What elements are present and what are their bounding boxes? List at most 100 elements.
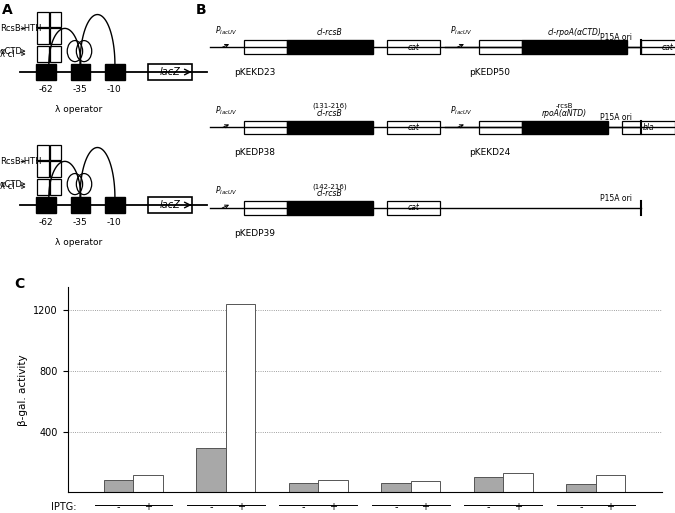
Text: λ cl: λ cl — [0, 50, 15, 58]
Text: λ operator: λ operator — [55, 105, 103, 113]
Bar — [319, 480, 348, 492]
Text: IPTG:: IPTG: — [51, 502, 76, 512]
Text: rpoA(αNTD): rpoA(αNTD) — [542, 109, 587, 117]
Text: -: - — [394, 502, 398, 512]
Text: cat: cat — [408, 203, 420, 212]
Text: -: - — [302, 502, 305, 512]
Bar — [287, 121, 373, 134]
Bar — [479, 40, 522, 54]
Bar — [36, 65, 55, 80]
Text: P$_{lacUV}$: P$_{lacUV}$ — [450, 24, 472, 36]
Bar — [37, 28, 49, 44]
Text: lacZ: lacZ — [160, 67, 180, 77]
Bar — [37, 162, 49, 176]
Text: αCTD: αCTD — [0, 47, 23, 55]
Text: +: + — [514, 502, 522, 512]
Bar — [474, 477, 503, 492]
Bar — [244, 121, 287, 134]
Bar — [381, 483, 410, 492]
Text: pKEDP38: pKEDP38 — [234, 148, 275, 157]
Bar — [244, 201, 287, 214]
Bar — [287, 201, 373, 214]
Bar — [50, 162, 61, 176]
Text: +: + — [237, 502, 244, 512]
Text: P$_{lacUV}$: P$_{lacUV}$ — [450, 105, 472, 117]
Text: (142-216): (142-216) — [313, 183, 347, 190]
Bar — [50, 12, 61, 27]
Bar — [104, 480, 134, 492]
Text: -rcsB: -rcsB — [556, 104, 574, 109]
Text: P15A ori: P15A ori — [600, 194, 632, 203]
Bar — [479, 121, 522, 134]
Text: -62: -62 — [38, 85, 53, 94]
Bar — [148, 65, 192, 80]
Bar — [196, 448, 226, 492]
Bar — [595, 475, 625, 492]
Text: A: A — [2, 3, 13, 17]
Bar — [134, 475, 163, 492]
Text: αCTD: αCTD — [0, 180, 23, 189]
Bar — [71, 65, 90, 80]
Text: (131-216): (131-216) — [313, 103, 348, 109]
Bar — [522, 121, 608, 134]
Text: +: + — [421, 502, 429, 512]
Text: -35: -35 — [73, 218, 87, 227]
Bar — [387, 121, 440, 134]
Text: pKEKD24: pKEKD24 — [469, 148, 510, 157]
Bar — [622, 121, 675, 134]
Bar — [37, 145, 49, 160]
Text: cat: cat — [408, 43, 420, 52]
Text: B: B — [196, 3, 207, 17]
Bar — [566, 484, 595, 492]
Bar — [387, 201, 440, 214]
Text: -: - — [579, 502, 583, 512]
Bar — [522, 40, 627, 54]
Text: cl-rcsB: cl-rcsB — [317, 189, 343, 198]
Text: lacZ: lacZ — [160, 200, 180, 210]
Text: λ cl: λ cl — [0, 183, 15, 191]
Y-axis label: β-gal. activity: β-gal. activity — [18, 354, 28, 426]
Text: -: - — [117, 502, 120, 512]
Text: C: C — [14, 277, 24, 291]
Bar — [148, 198, 192, 212]
Bar — [37, 180, 49, 194]
Bar — [387, 40, 440, 54]
Bar — [71, 198, 90, 212]
Text: P$_{lacUV}$: P$_{lacUV}$ — [215, 185, 237, 197]
Text: +: + — [606, 502, 614, 512]
Text: pKEDP50: pKEDP50 — [469, 68, 510, 77]
Text: -10: -10 — [107, 218, 122, 227]
Text: cat: cat — [662, 43, 674, 52]
Text: +: + — [144, 502, 152, 512]
Text: -35: -35 — [73, 85, 87, 94]
Bar — [36, 198, 55, 212]
Bar — [50, 28, 61, 44]
Bar — [50, 46, 61, 62]
Text: -10: -10 — [107, 85, 122, 94]
Text: P$_{lacUV}$: P$_{lacUV}$ — [215, 105, 237, 117]
Bar — [50, 145, 61, 160]
Bar — [226, 304, 255, 492]
Text: pKEDP39: pKEDP39 — [234, 229, 275, 238]
Bar — [287, 40, 373, 54]
Text: pKEKD23: pKEKD23 — [234, 68, 275, 77]
Bar — [641, 40, 675, 54]
Text: bla: bla — [643, 123, 655, 132]
Bar — [37, 46, 49, 62]
Text: RcsB-HTH: RcsB-HTH — [0, 24, 41, 33]
Bar — [105, 65, 124, 80]
Bar — [105, 198, 124, 212]
Bar — [410, 481, 440, 492]
Bar — [37, 12, 49, 27]
Bar — [503, 472, 533, 492]
Text: cl-rcsB: cl-rcsB — [317, 28, 343, 37]
Text: cl-rpoA(αCTD): cl-rpoA(αCTD) — [547, 28, 601, 37]
Text: cl-rcsB: cl-rcsB — [317, 109, 343, 117]
Bar — [289, 483, 319, 492]
Text: +: + — [329, 502, 337, 512]
Text: P$_{lacUV}$: P$_{lacUV}$ — [215, 24, 237, 36]
Text: P15A ori: P15A ori — [600, 113, 632, 123]
Text: RcsB-HTH: RcsB-HTH — [0, 157, 41, 166]
Text: λ operator: λ operator — [55, 238, 103, 247]
Text: -62: -62 — [38, 218, 53, 227]
